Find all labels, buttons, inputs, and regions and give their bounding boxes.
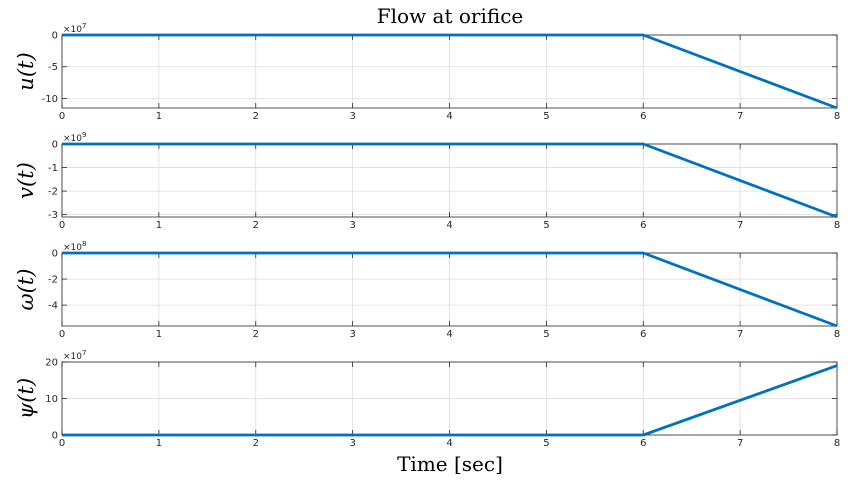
- y-tick-label: -10: [42, 94, 58, 105]
- y-tick-label: -4: [48, 301, 58, 312]
- y-tick-label: 10: [45, 394, 58, 405]
- y-exponent-label: ×109: [63, 131, 86, 144]
- x-tick-label: 5: [543, 329, 549, 340]
- y-tick-label: -2: [48, 187, 58, 198]
- x-tick-label: 2: [253, 220, 259, 231]
- y-tick-label: 0: [52, 31, 58, 42]
- x-axis-label: Time [sec]: [397, 452, 503, 476]
- x-tick-label: 8: [834, 438, 840, 449]
- x-tick-label: 0: [59, 438, 65, 449]
- x-tick-label: 7: [737, 438, 743, 449]
- y-axis-label: v(t): [14, 162, 38, 199]
- x-tick-label: 8: [834, 111, 840, 122]
- x-tick-label: 5: [543, 111, 549, 122]
- exponent-base: ×10: [63, 352, 82, 362]
- x-tick-label: 8: [834, 220, 840, 231]
- x-tick-label: 4: [446, 329, 452, 340]
- y-axis-label: ω(t): [14, 269, 38, 311]
- x-tick-label: 3: [349, 111, 355, 122]
- y-tick-label: 0: [52, 140, 58, 151]
- x-tick-label: 7: [737, 220, 743, 231]
- x-tick-label: 2: [253, 329, 259, 340]
- y-tick-label: 0: [52, 249, 58, 260]
- series-line: [62, 33, 838, 110]
- series-line: [62, 251, 838, 328]
- series-line: [62, 364, 838, 437]
- x-tick-label: 6: [640, 329, 646, 340]
- x-tick-label: 3: [349, 438, 355, 449]
- x-tick-label: 2: [253, 111, 259, 122]
- x-tick-label: 0: [59, 111, 65, 122]
- y-exponent-label: ×107: [63, 22, 86, 35]
- y-tick-label: -5: [48, 62, 58, 73]
- exponent-base: ×10: [63, 243, 82, 253]
- x-tick-label: 4: [446, 220, 452, 231]
- subplot-2: 0 1 2 3 4 5 6 7 8 0 -1 -2 -3 ×109 v(t): [14, 131, 840, 231]
- x-tick-label: 4: [446, 111, 452, 122]
- exponent-power: 9: [82, 131, 86, 139]
- x-tick-label: 1: [156, 111, 162, 122]
- x-tick-label: 5: [543, 438, 549, 449]
- x-tick-label: 6: [640, 220, 646, 231]
- y-tick-label: 20: [45, 358, 58, 369]
- exponent-base: ×10: [63, 25, 82, 35]
- series-line: [62, 142, 838, 219]
- x-tick-label: 8: [834, 329, 840, 340]
- x-tick-label: 3: [349, 220, 355, 231]
- x-tick-label: 7: [737, 111, 743, 122]
- exponent-power: 7: [82, 349, 86, 357]
- x-tick-label: 0: [59, 220, 65, 231]
- y-tick-label: -2: [48, 275, 58, 286]
- x-tick-label: 1: [156, 220, 162, 231]
- x-tick-label: 0: [59, 329, 65, 340]
- x-tick-label: 2: [253, 438, 259, 449]
- y-tick-label: -1: [48, 163, 58, 174]
- x-tick-label: 1: [156, 438, 162, 449]
- x-tick-label: 6: [640, 111, 646, 122]
- x-tick-label: 5: [543, 220, 549, 231]
- y-tick-label: 0: [52, 431, 58, 442]
- x-tick-label: 3: [349, 329, 355, 340]
- y-axis-label: ψ(t): [14, 378, 38, 419]
- exponent-power: 8: [82, 240, 86, 248]
- y-tick-label: -3: [48, 210, 58, 221]
- exponent-power: 7: [82, 22, 86, 30]
- x-tick-label: 6: [640, 438, 646, 449]
- x-tick-label: 4: [446, 438, 452, 449]
- x-tick-label: 1: [156, 329, 162, 340]
- exponent-base: ×10: [63, 134, 82, 144]
- y-exponent-label: ×107: [63, 349, 86, 362]
- y-exponent-label: ×108: [63, 240, 86, 253]
- y-axis-label: u(t): [14, 52, 38, 90]
- x-tick-label: 7: [737, 329, 743, 340]
- chart-title: Flow at orifice: [377, 4, 523, 28]
